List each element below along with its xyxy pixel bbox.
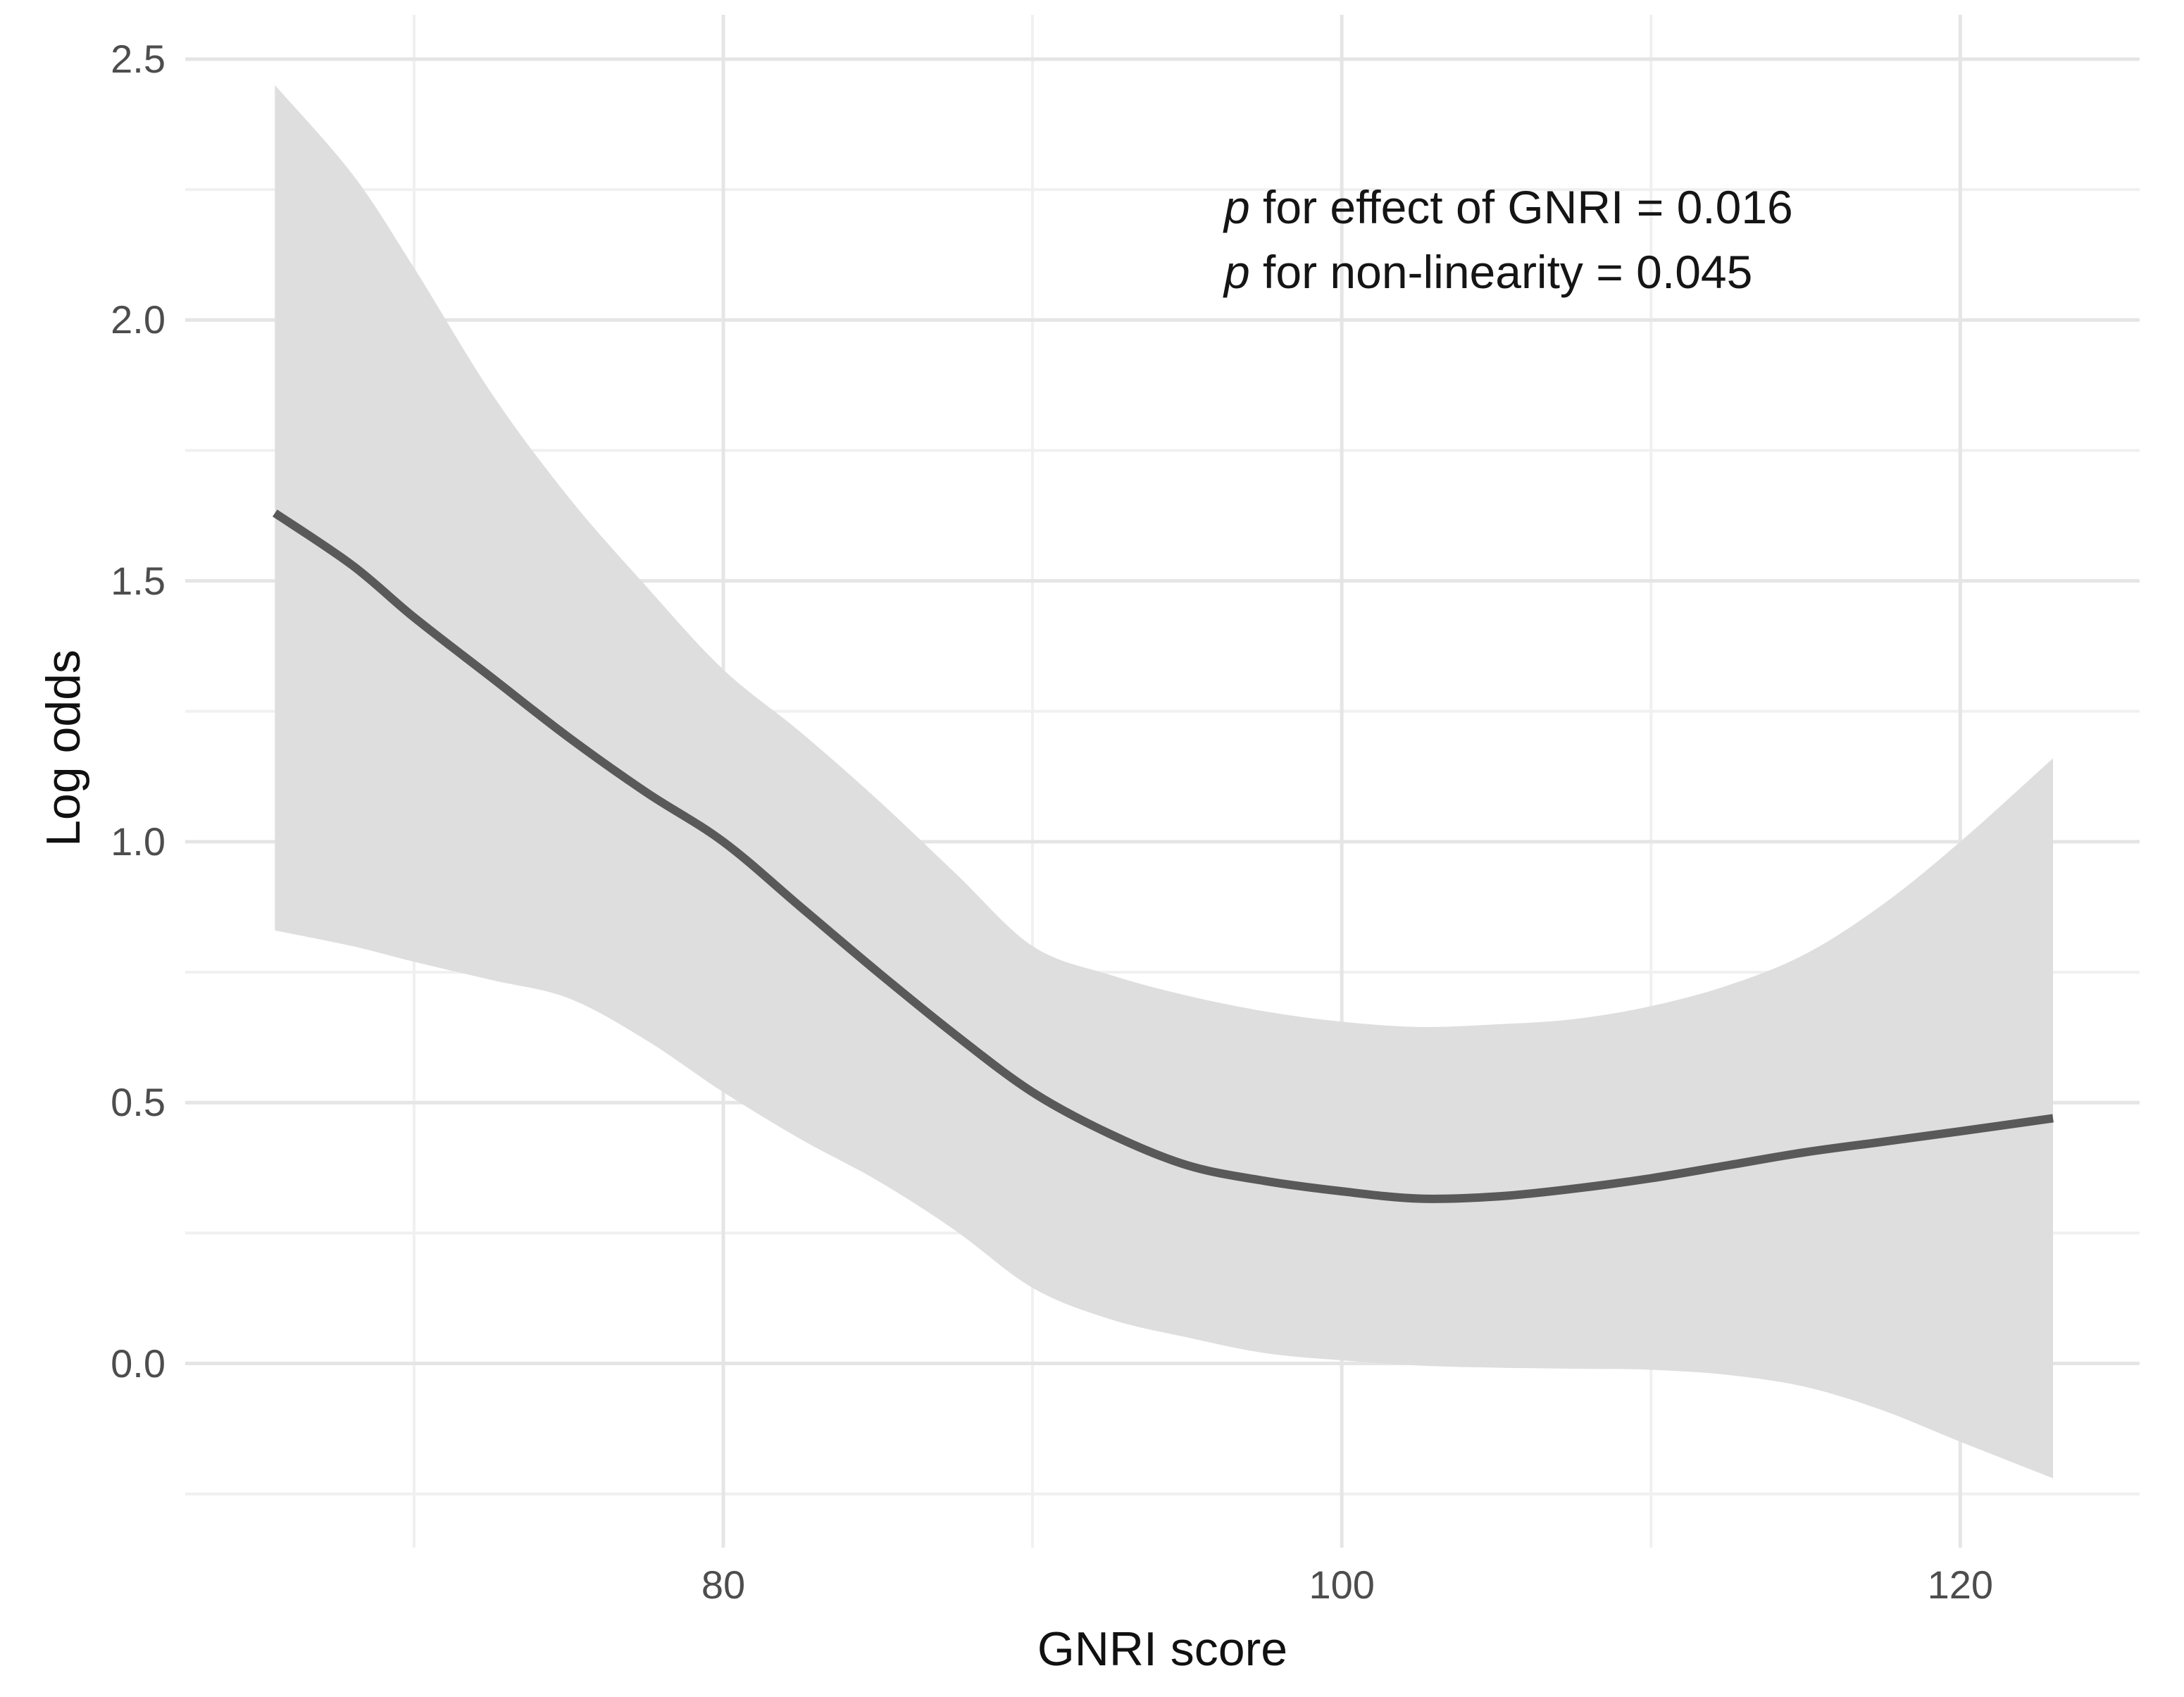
x-axis-title: GNRI score: [1037, 1622, 1288, 1676]
annotation-1-p: p: [1224, 181, 1250, 233]
y-tick-label-0.5: 0.5: [111, 1080, 166, 1125]
x-tick-label-120: 120: [1927, 1562, 1994, 1607]
y-tick-label-1.5: 1.5: [111, 558, 166, 603]
annotation-1-text: for effect of GNRI = 0.016: [1249, 181, 1793, 233]
annotation-2-p: p: [1224, 246, 1250, 298]
y-tick-label-2.5: 2.5: [111, 36, 166, 81]
p-value-annotation: p for effect of GNRI = 0.016 p for non-l…: [1224, 175, 1793, 304]
y-tick-label-0.0: 0.0: [111, 1341, 166, 1386]
y-axis-title: Log odds: [37, 649, 90, 847]
y-tick-label-1.0: 1.0: [111, 819, 166, 864]
annotation-line-2: p for non-linearity = 0.045: [1224, 240, 1793, 304]
fitted-curve: [272, 509, 2054, 1203]
x-tick-label-80: 80: [701, 1562, 746, 1607]
x-tick-label-100: 100: [1309, 1562, 1375, 1607]
annotation-2-text: for non-linearity = 0.045: [1249, 246, 1753, 298]
annotation-line-1: p for effect of GNRI = 0.016: [1224, 175, 1793, 240]
confidence-band: [275, 85, 2054, 1479]
y-tick-label-2.0: 2.0: [111, 297, 166, 342]
